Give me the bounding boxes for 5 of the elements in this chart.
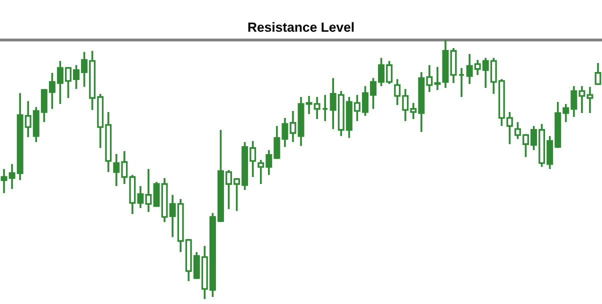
candlestick <box>322 94 328 122</box>
candlestick <box>458 67 465 98</box>
ref-line-label: Resistance Level <box>248 22 354 32</box>
candlestick <box>298 96 304 147</box>
candlestick <box>145 168 152 213</box>
